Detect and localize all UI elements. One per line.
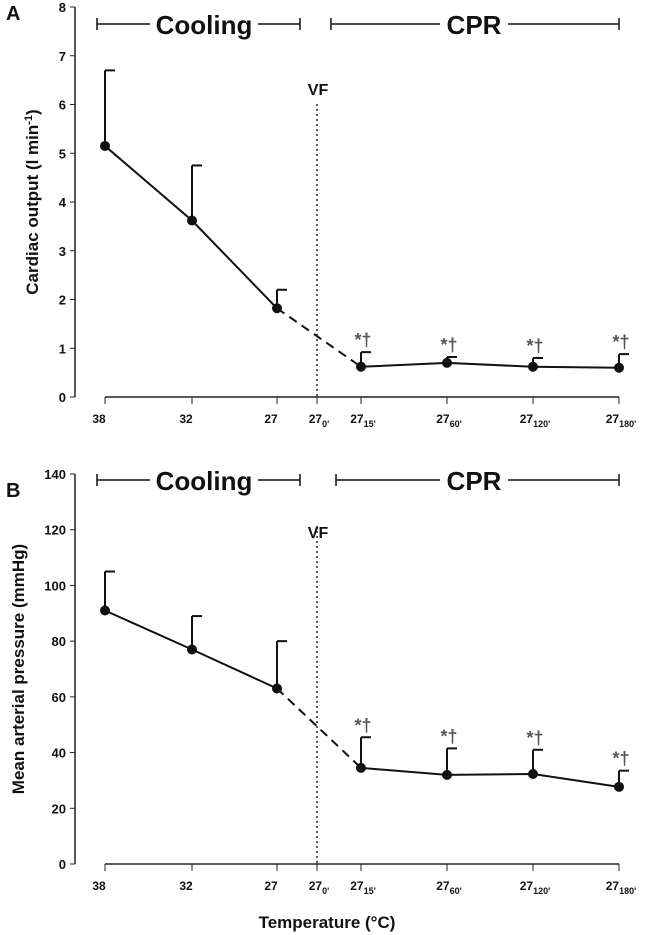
significance-marker: *†: [612, 749, 629, 769]
y-tick-label: 20: [52, 801, 66, 816]
y-tick-label: 3: [59, 244, 66, 259]
data-point: [614, 362, 624, 373]
significance-marker: *†: [440, 726, 457, 746]
y-tick-label: 140: [44, 467, 66, 482]
significance-marker: *†: [354, 715, 371, 735]
data-point: [100, 605, 110, 616]
data-point: [356, 762, 366, 773]
y-tick-label: 4: [59, 195, 67, 210]
data-point: [187, 215, 197, 226]
series-dashed-line: [276, 687, 362, 769]
y-tick-label: 0: [59, 390, 66, 405]
significance-marker: *†: [354, 330, 371, 350]
y-tick-label: 40: [52, 746, 66, 761]
series-line: [360, 361, 620, 369]
x-tick-label: 38: [92, 879, 106, 893]
y-tick-label: 80: [52, 634, 66, 649]
x-tick-subscript: 60': [450, 886, 462, 896]
x-tick-label: 38: [92, 412, 106, 426]
series-dashed-line: [276, 307, 362, 368]
x-tick-label: 32: [179, 879, 193, 893]
phase-label-cooling: Cooling: [156, 466, 253, 496]
x-tick-label: 27120': [520, 412, 551, 429]
data-point: [614, 781, 624, 792]
x-tick-label: 2760': [436, 412, 462, 429]
x-tick-label: 27: [264, 879, 278, 893]
x-tick-label: 2715': [350, 412, 376, 429]
panel-B: B 0 20 40 60 80 100 120 140 38 32 27 270' 2715' 2760' 2…: [6, 466, 636, 932]
data-point: [187, 644, 197, 655]
y-tick-label: 2: [59, 293, 66, 308]
x-tick-label: 27180': [606, 412, 637, 429]
significance-marker: *†: [526, 728, 543, 748]
significance-marker: *†: [526, 336, 543, 356]
x-tick-subscript: 0': [322, 886, 329, 896]
x-tick-label: 2715': [350, 879, 376, 896]
y-tick-label: 0: [59, 857, 66, 872]
x-tick-label: 270': [309, 879, 330, 896]
x-tick-subscript: 180': [619, 886, 636, 896]
y-tick-label: 120: [44, 523, 66, 538]
x-tick-label: 32: [179, 412, 193, 426]
x-tick-subscript: 60': [450, 419, 462, 429]
y-tick-label: 6: [59, 98, 66, 113]
y-axis-label: Cardiac output (l min-1): [23, 109, 42, 294]
data-point: [528, 361, 538, 372]
x-tick-subscript: 15': [364, 886, 376, 896]
x-tick-label: 27: [264, 412, 278, 426]
series-line: [360, 766, 620, 788]
significance-marker: *†: [440, 335, 457, 355]
phase-label-cpr: CPR: [447, 10, 502, 40]
x-tick-subscript: 120': [533, 886, 550, 896]
panel-label: B: [6, 480, 20, 502]
x-tick-label: 27180': [606, 879, 637, 896]
data-point: [100, 140, 110, 151]
y-tick-label: 7: [59, 49, 66, 64]
data-point: [272, 303, 282, 314]
x-tick-label: 2760': [436, 879, 462, 896]
x-tick-subscript: 0': [322, 419, 329, 429]
phase-label-cooling: Cooling: [156, 10, 253, 40]
x-tick-label: 270': [309, 412, 330, 429]
y-tick-label: 8: [59, 0, 66, 15]
significance-marker: *†: [612, 332, 629, 352]
y-axis-label: Mean arterial pressure (mmHg): [9, 544, 28, 794]
y-tick-label: 60: [52, 690, 66, 705]
y-tick-label: 1: [59, 341, 66, 356]
phase-label-cpr: CPR: [447, 466, 502, 496]
data-point: [356, 361, 366, 372]
x-tick-subscript: 120': [533, 419, 550, 429]
vf-label: VF: [308, 525, 329, 542]
y-tick-label: 5: [59, 146, 66, 161]
x-tick-label: 27120': [520, 879, 551, 896]
y-tick-label: 100: [44, 578, 66, 593]
data-point: [528, 769, 538, 780]
panel-A: A 0 1 2 3 4 5 6 7 8 38 32 27 270' 2715' 2760' 27120' 2718…: [6, 0, 636, 429]
x-axis-label: Temperature (°C): [259, 913, 396, 932]
x-tick-subscript: 180': [619, 419, 636, 429]
vf-label: VF: [308, 82, 329, 99]
data-point: [442, 769, 452, 780]
x-tick-subscript: 15': [364, 419, 376, 429]
data-point: [272, 683, 282, 694]
data-point: [442, 357, 452, 368]
panel-label: A: [6, 3, 20, 25]
